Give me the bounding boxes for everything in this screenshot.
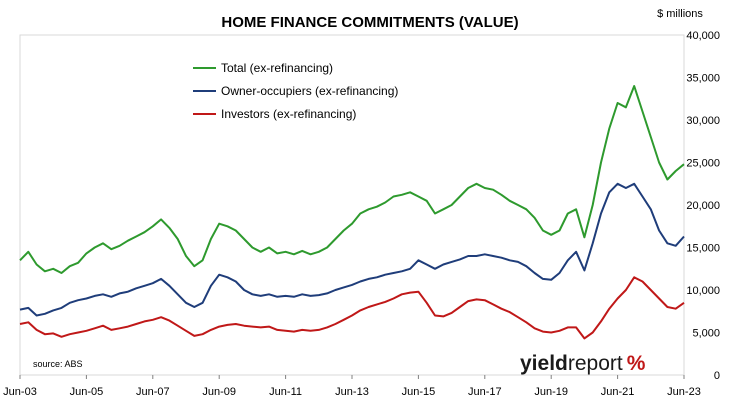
y-tick-label: 35,000	[686, 73, 720, 85]
x-tick-label: Jun-17	[468, 386, 502, 398]
y-tick-label: 40,000	[686, 30, 720, 42]
legend-label-3: Investors (ex-refinancing)	[221, 107, 356, 121]
series-line-1	[19, 85, 685, 274]
y-tick-label: 5,000	[692, 328, 720, 340]
yieldreport-logo: yieldreport%	[520, 352, 646, 375]
y-tick-label: 25,000	[686, 158, 720, 170]
y-tick-label: 15,000	[686, 243, 720, 255]
legend-label-1: Total (ex-refinancing)	[221, 61, 333, 75]
x-tick-label: Jun-09	[202, 386, 236, 398]
y-axis-units-label: $ millions	[657, 8, 703, 20]
y-tick-label: 20,000	[686, 200, 720, 212]
y-tick-label: 30,000	[686, 115, 720, 127]
x-tick-label: Jun-03	[3, 386, 37, 398]
logo-word-yield: yield	[520, 352, 568, 375]
x-tick-label: Jun-05	[70, 386, 104, 398]
x-tick-label: Jun-15	[402, 386, 436, 398]
x-tick-label: Jun-19	[534, 386, 568, 398]
y-axis: 0 5,000 10,000 15,000 20,000 25,000 30,000 35,0…	[686, 30, 720, 382]
chart-title: HOME FINANCE COMMITMENTS (VALUE)	[221, 14, 518, 31]
x-tick-label: Jun-21	[601, 386, 635, 398]
y-tick-label: 0	[714, 370, 720, 382]
x-axis: Jun-03 Jun-05 Jun-07 Jun-09 Jun-11 Jun-13 Jun-…	[3, 375, 701, 398]
series-line-3	[19, 276, 685, 340]
x-tick-label: Jun-13	[335, 386, 369, 398]
x-tick-label: Jun-11	[269, 386, 302, 398]
svg-text:yieldreport%: yieldreport%	[520, 352, 646, 375]
series-layer	[19, 85, 685, 340]
legend-label-2: Owner-occupiers (ex-refinancing)	[221, 84, 398, 98]
series-line-2	[19, 182, 685, 317]
logo-word-report: report	[568, 352, 623, 375]
legend: Total (ex-refinancing) Owner-occupiers (e…	[193, 61, 398, 121]
x-tick-label: Jun-23	[667, 386, 701, 398]
logo-percent-icon: %	[627, 352, 646, 375]
source-label: source: ABS	[33, 359, 83, 369]
y-tick-label: 10,000	[686, 285, 720, 297]
x-tick-label: Jun-07	[136, 386, 170, 398]
